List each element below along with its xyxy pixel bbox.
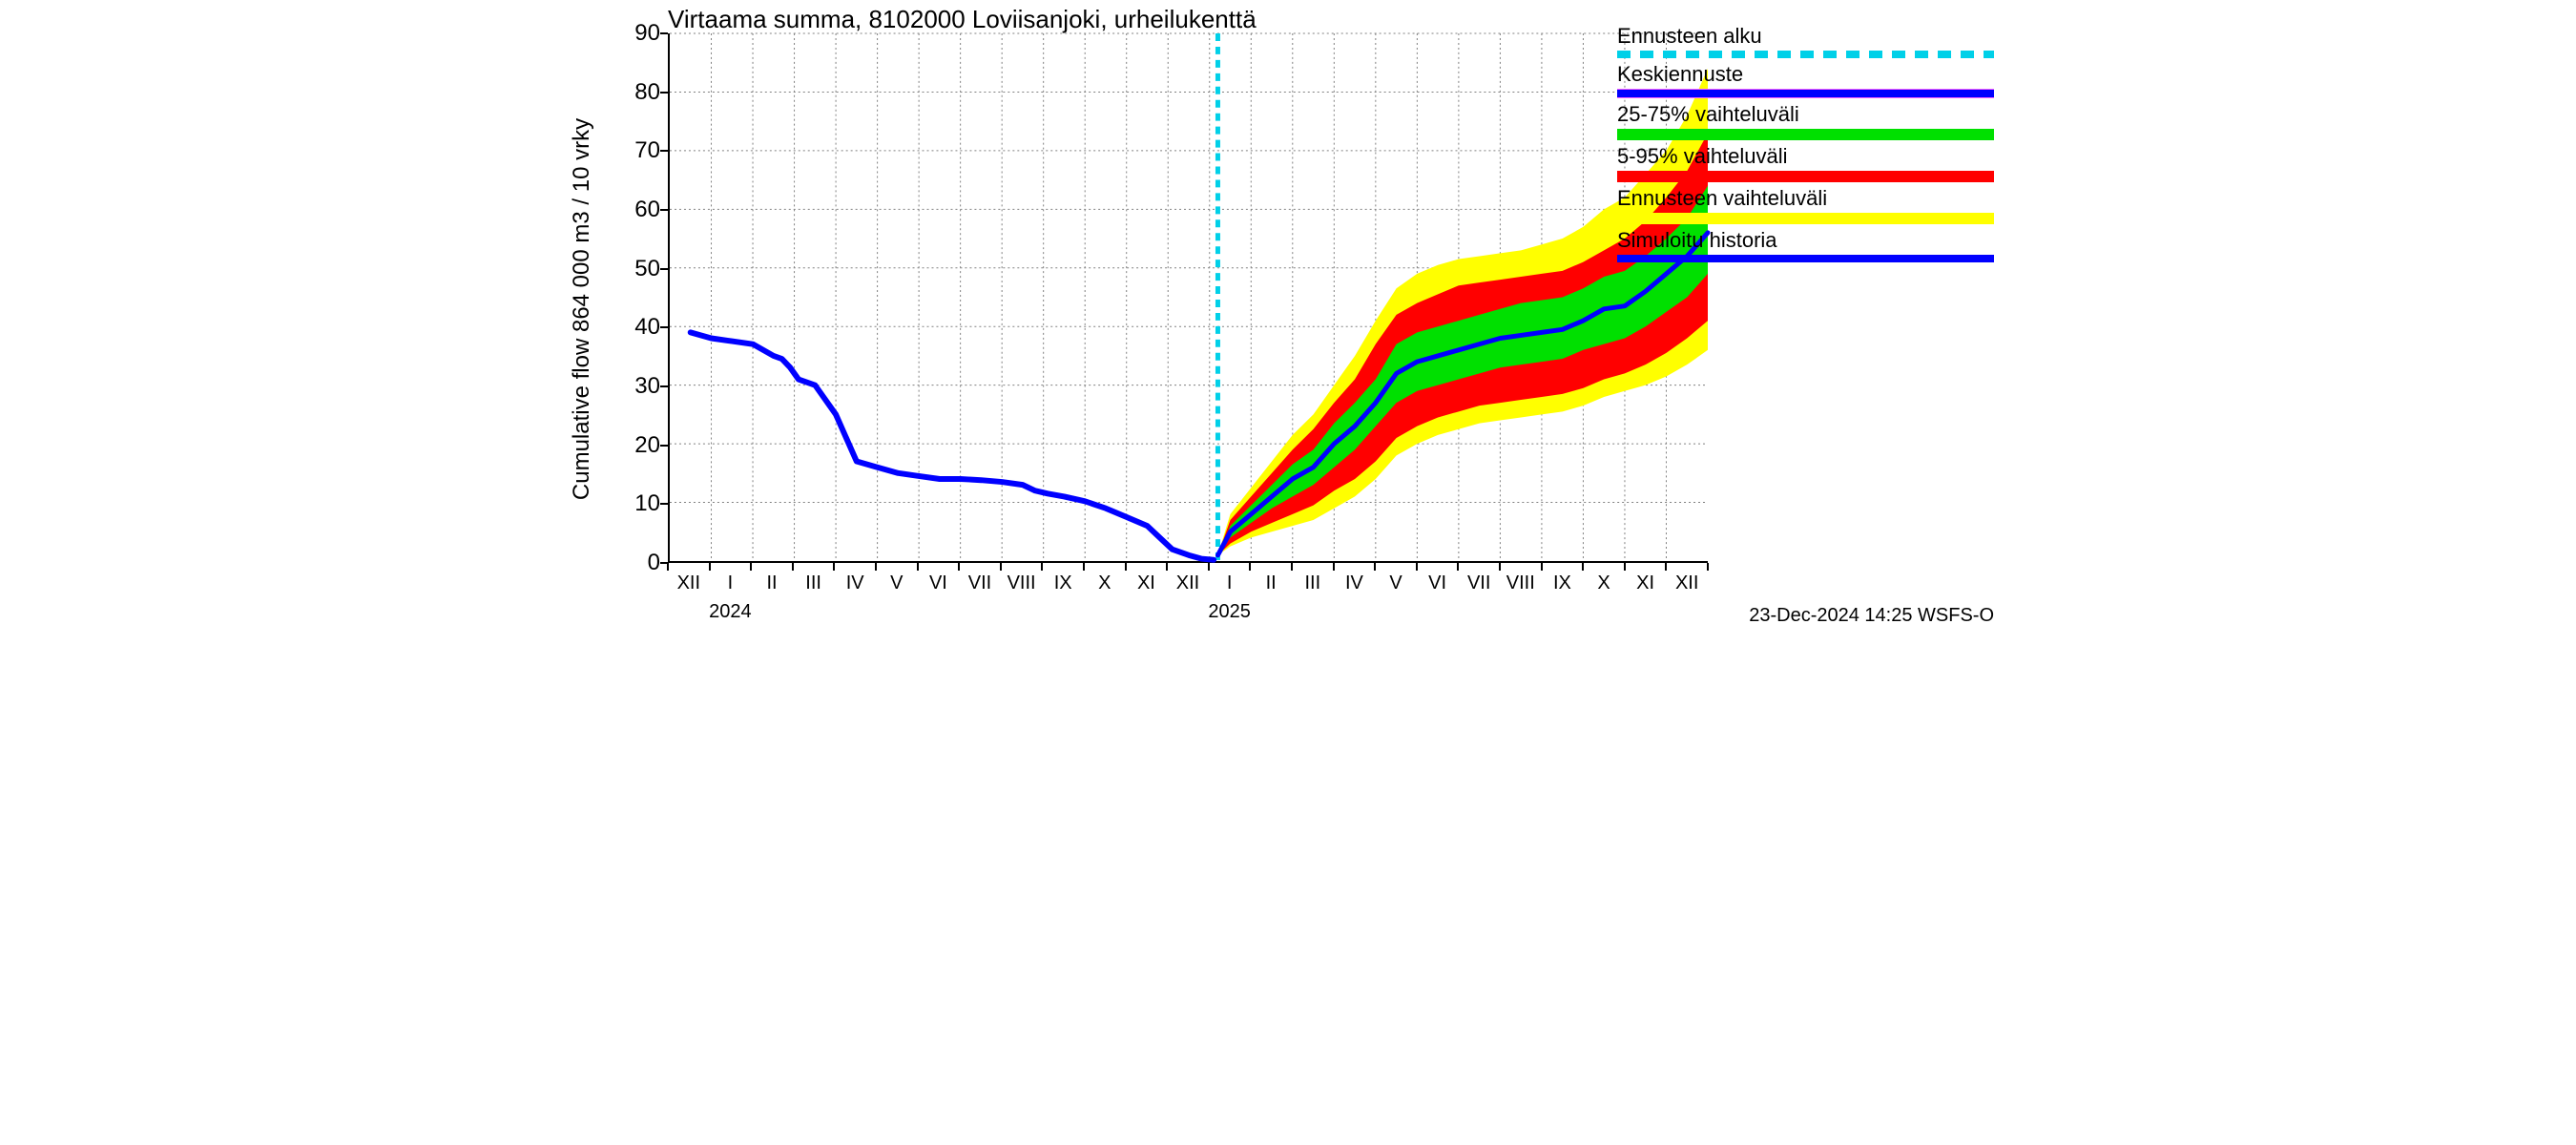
x-tick-label: IV bbox=[846, 572, 864, 594]
x-tick-mark bbox=[1208, 563, 1210, 571]
x-tick-label: III bbox=[805, 572, 821, 594]
x-tick-mark bbox=[792, 563, 794, 571]
y-tick-mark bbox=[660, 268, 668, 270]
x-tick-label: VI bbox=[1428, 572, 1446, 594]
y-tick-mark bbox=[660, 92, 668, 94]
x-tick-label: V bbox=[1389, 572, 1402, 594]
legend-label: Ennusteen vaihteluväli bbox=[1617, 186, 1999, 211]
x-tick-mark bbox=[958, 563, 960, 571]
y-tick-label: 80 bbox=[613, 79, 660, 106]
x-tick-mark bbox=[1083, 563, 1085, 571]
x-tick-label: VIII bbox=[1008, 572, 1036, 594]
y-tick-mark bbox=[660, 385, 668, 387]
legend-swatch bbox=[1617, 255, 1994, 262]
x-tick-mark bbox=[1499, 563, 1501, 571]
legend-label: Ennusteen alku bbox=[1617, 24, 1999, 49]
x-tick-mark bbox=[875, 563, 877, 571]
x-tick-mark bbox=[1582, 563, 1584, 571]
y-tick-mark bbox=[660, 326, 668, 328]
y-tick-label: 40 bbox=[613, 314, 660, 341]
legend-label: 5-95% vaihteluväli bbox=[1617, 144, 1999, 169]
x-tick-label: VII bbox=[968, 572, 991, 594]
x-tick-mark bbox=[1041, 563, 1043, 571]
legend-label: Simuloitu historia bbox=[1617, 228, 1999, 253]
legend-swatch bbox=[1617, 51, 1994, 58]
x-tick-label: X bbox=[1597, 572, 1610, 594]
y-tick-mark bbox=[660, 503, 668, 505]
x-tick-mark bbox=[1541, 563, 1543, 571]
y-tick-mark bbox=[660, 150, 668, 152]
y-tick-label: 90 bbox=[613, 20, 660, 47]
chart-footer: 23-Dec-2024 14:25 WSFS-O bbox=[1749, 605, 1994, 627]
x-tick-mark bbox=[750, 563, 752, 571]
x-tick-label: III bbox=[1304, 572, 1320, 594]
x-tick-label: II bbox=[766, 572, 777, 594]
x-tick-mark bbox=[1291, 563, 1293, 571]
legend-item: 5-95% vaihteluväli bbox=[1617, 144, 1999, 182]
x-tick-mark bbox=[1457, 563, 1459, 571]
x-tick-label: VIII bbox=[1506, 572, 1535, 594]
y-tick-label: 70 bbox=[613, 137, 660, 164]
legend-item: Simuloitu historia bbox=[1617, 228, 1999, 262]
x-tick-label: VII bbox=[1467, 572, 1490, 594]
legend: Ennusteen alku Keskiennuste 25-75% vaihtel… bbox=[1617, 24, 1999, 266]
x-tick-label: XII bbox=[677, 572, 700, 594]
y-tick-label: 20 bbox=[613, 432, 660, 459]
legend-item: Keskiennuste bbox=[1617, 62, 1999, 98]
y-tick-label: 10 bbox=[613, 490, 660, 517]
x-tick-mark bbox=[667, 563, 669, 571]
x-tick-label: IV bbox=[1345, 572, 1363, 594]
year-label: 2024 bbox=[709, 601, 752, 623]
x-tick-label: I bbox=[728, 572, 734, 594]
x-tick-mark bbox=[1333, 563, 1335, 571]
x-tick-mark bbox=[917, 563, 919, 571]
y-tick-label: 0 bbox=[613, 550, 660, 576]
x-tick-label: VI bbox=[929, 572, 947, 594]
x-tick-mark bbox=[1665, 563, 1667, 571]
x-tick-label: I bbox=[1227, 572, 1233, 594]
year-label: 2025 bbox=[1208, 601, 1251, 623]
legend-swatch bbox=[1617, 171, 1994, 182]
y-axis-label: Cumulative flow 864 000 m3 / 10 vrky bbox=[569, 23, 595, 595]
y-tick-mark bbox=[660, 32, 668, 34]
legend-item: Ennusteen alku bbox=[1617, 24, 1999, 58]
y-tick-mark bbox=[660, 445, 668, 447]
legend-swatch bbox=[1617, 129, 1994, 140]
x-tick-label: II bbox=[1266, 572, 1277, 594]
x-tick-mark bbox=[1707, 563, 1709, 571]
legend-item: 25-75% vaihteluväli bbox=[1617, 102, 1999, 140]
x-tick-label: XII bbox=[1176, 572, 1199, 594]
legend-swatch bbox=[1617, 89, 1994, 98]
chart-wrap: Virtaama summa, 8102000 Loviisanjoki, ur… bbox=[572, 0, 2004, 636]
y-tick-label: 50 bbox=[613, 256, 660, 282]
x-tick-mark bbox=[1166, 563, 1168, 571]
y-tick-mark bbox=[660, 209, 668, 211]
x-tick-mark bbox=[709, 563, 711, 571]
plot-area bbox=[668, 33, 1708, 563]
x-tick-mark bbox=[1000, 563, 1002, 571]
x-tick-label: IX bbox=[1553, 572, 1571, 594]
legend-label: Keskiennuste bbox=[1617, 62, 1999, 87]
legend-item: Ennusteen vaihteluväli bbox=[1617, 186, 1999, 224]
y-tick-label: 60 bbox=[613, 197, 660, 223]
chart-title: Virtaama summa, 8102000 Loviisanjoki, ur… bbox=[668, 5, 1257, 34]
x-tick-mark bbox=[1125, 563, 1127, 571]
x-tick-mark bbox=[833, 563, 835, 571]
y-tick-label: 30 bbox=[613, 373, 660, 400]
x-tick-label: IX bbox=[1054, 572, 1072, 594]
x-tick-label: V bbox=[890, 572, 903, 594]
legend-swatch bbox=[1617, 213, 1994, 224]
x-tick-label: XI bbox=[1636, 572, 1654, 594]
x-tick-label: X bbox=[1098, 572, 1111, 594]
x-tick-mark bbox=[1374, 563, 1376, 571]
x-tick-label: XII bbox=[1675, 572, 1698, 594]
x-tick-mark bbox=[1624, 563, 1626, 571]
x-tick-mark bbox=[1249, 563, 1251, 571]
legend-label: 25-75% vaihteluväli bbox=[1617, 102, 1999, 127]
x-tick-label: XI bbox=[1137, 572, 1155, 594]
plot-svg bbox=[670, 33, 1708, 561]
x-tick-mark bbox=[1416, 563, 1418, 571]
